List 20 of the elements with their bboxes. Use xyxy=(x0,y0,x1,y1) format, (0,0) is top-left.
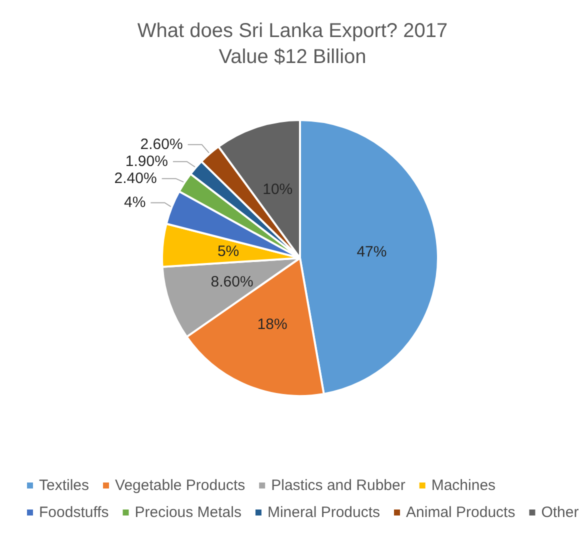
data-label: 10% xyxy=(262,181,293,198)
data-label: 4% xyxy=(124,194,146,212)
data-label: 8.60% xyxy=(210,273,254,290)
data-label: 47% xyxy=(356,243,387,260)
legend-label: Other xyxy=(541,504,579,521)
data-label: 2.60% xyxy=(140,136,183,154)
legend-label: Plastics and Rubber xyxy=(271,477,406,494)
data-label: 5% xyxy=(217,242,240,260)
data-label: 18% xyxy=(257,316,288,333)
legend-label: Machines xyxy=(431,477,496,494)
data-label: 1.90% xyxy=(125,153,168,170)
legend-label: Foodstuffs xyxy=(39,504,109,521)
legend-label: Precious Metals xyxy=(134,504,242,521)
chart-subtitle: Value $12 Billion xyxy=(218,46,366,68)
legend-label: Animal Products xyxy=(406,504,516,521)
chart-title: What does Sri Lanka Export? 2017 xyxy=(137,20,448,42)
legend-label: Textiles xyxy=(39,477,90,494)
data-label: 2.40% xyxy=(114,170,157,188)
legend-label: Vegetable Products xyxy=(115,477,246,494)
legend-label: Mineral Products xyxy=(267,504,380,521)
